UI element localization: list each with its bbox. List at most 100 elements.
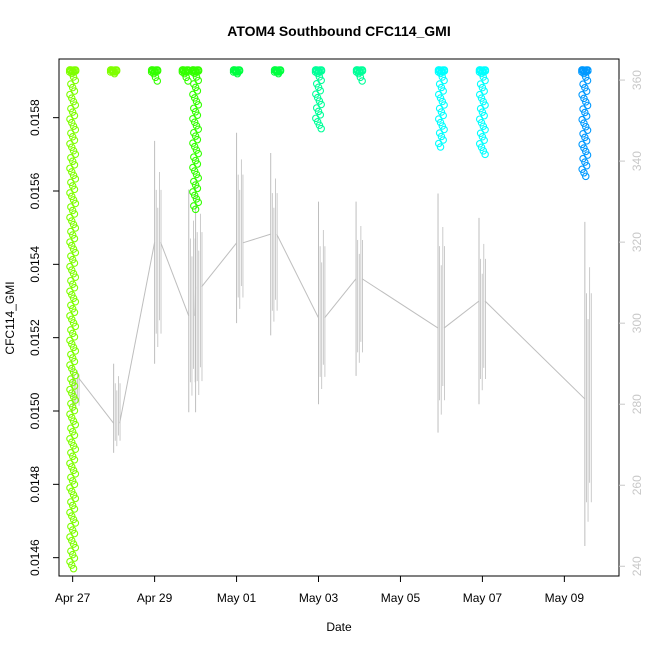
data-point	[68, 329, 77, 338]
data-point	[67, 104, 75, 113]
data-point	[578, 140, 586, 149]
data-point	[68, 427, 77, 436]
data-point	[580, 94, 588, 103]
data-point	[234, 68, 242, 76]
data-point	[578, 115, 586, 124]
data-point	[439, 68, 447, 76]
data-point	[67, 326, 75, 334]
data-point	[68, 526, 77, 534]
y-tick-label: 0.0146	[28, 539, 42, 576]
data-point	[437, 132, 446, 141]
data-point	[192, 121, 201, 130]
data-point	[66, 533, 74, 541]
data-point	[191, 205, 200, 214]
y-axis-label: CFC114_GMI	[3, 281, 17, 354]
data-point	[66, 557, 74, 566]
y-tick-label: 0.0150	[28, 392, 42, 429]
x-tick-label: May 01	[217, 591, 257, 605]
data-point	[581, 83, 589, 92]
data-point	[66, 189, 74, 197]
data-point	[579, 80, 587, 88]
data-point	[190, 153, 198, 161]
data-point	[66, 434, 74, 443]
data-point	[190, 177, 198, 186]
data-point	[69, 294, 78, 303]
data-point	[68, 364, 76, 373]
data-point	[69, 269, 78, 278]
y-right-tick-label: 360	[630, 70, 644, 90]
secondary-connector	[160, 242, 190, 317]
secondary-connector	[361, 278, 439, 329]
data-point	[358, 77, 366, 85]
data-point	[67, 375, 75, 383]
data-point	[69, 515, 78, 524]
data-point	[67, 522, 75, 531]
x-axis-label: Date	[326, 620, 352, 634]
y-right-tick-label: 300	[630, 313, 644, 333]
y-axis: 0.0146 0.0148 0.0150 0.0152 0.0154 0.0156 0.01…	[28, 99, 59, 576]
y-right-tick-label: 280	[630, 394, 644, 414]
data-point	[66, 90, 74, 99]
data-point	[481, 66, 490, 74]
data-point	[66, 164, 74, 173]
data-point	[67, 276, 75, 285]
data-point	[579, 130, 587, 138]
data-point	[434, 139, 443, 148]
data-point	[153, 66, 162, 74]
data-point	[434, 90, 443, 99]
data-point	[582, 122, 590, 131]
data-point	[189, 115, 197, 123]
x-tick-label: May 05	[381, 591, 421, 605]
data-point	[68, 403, 77, 411]
data-point	[67, 301, 75, 310]
data-point	[67, 424, 75, 432]
data-point	[66, 508, 74, 517]
data-point	[68, 463, 76, 471]
data-point	[275, 68, 283, 76]
data-point	[68, 168, 76, 176]
data-point	[192, 146, 201, 154]
data-point	[190, 94, 199, 102]
data-point	[67, 129, 75, 137]
data-point	[582, 98, 590, 106]
data-point	[71, 66, 80, 74]
x-tick-label: May 09	[545, 591, 585, 605]
data-point	[578, 165, 586, 173]
y-tick-label: 0.0152	[28, 319, 42, 356]
data-point	[69, 147, 78, 155]
data-point	[192, 170, 201, 179]
data-point	[580, 144, 588, 152]
data-point	[69, 122, 78, 130]
y-tick-label: 0.0156	[28, 172, 42, 209]
data-point	[68, 94, 76, 102]
x-tick-label: Apr 27	[55, 591, 91, 605]
data-point	[68, 512, 76, 520]
data-point	[66, 336, 74, 345]
data-point	[66, 139, 74, 148]
data-point	[66, 410, 74, 418]
data-point	[68, 487, 76, 496]
secondary-connector	[201, 242, 237, 288]
data-point	[477, 94, 486, 102]
data-point	[70, 68, 78, 76]
data-point	[235, 66, 244, 74]
data-point	[67, 449, 75, 457]
data-point	[69, 368, 78, 376]
data-point	[190, 104, 198, 113]
y-right-tick-label: 320	[630, 232, 644, 252]
data-point	[68, 291, 76, 299]
data-point	[438, 97, 447, 106]
data-point	[69, 343, 78, 352]
data-point	[111, 68, 119, 76]
data-point	[68, 118, 76, 127]
data-point	[193, 68, 201, 76]
data-point	[475, 115, 484, 123]
data-point	[67, 473, 75, 482]
data-point	[190, 202, 198, 210]
x-tick-label: May 03	[299, 591, 339, 605]
data-point	[68, 182, 77, 190]
data-point	[66, 238, 74, 246]
secondary-connector	[484, 300, 586, 400]
data-point	[581, 133, 589, 142]
